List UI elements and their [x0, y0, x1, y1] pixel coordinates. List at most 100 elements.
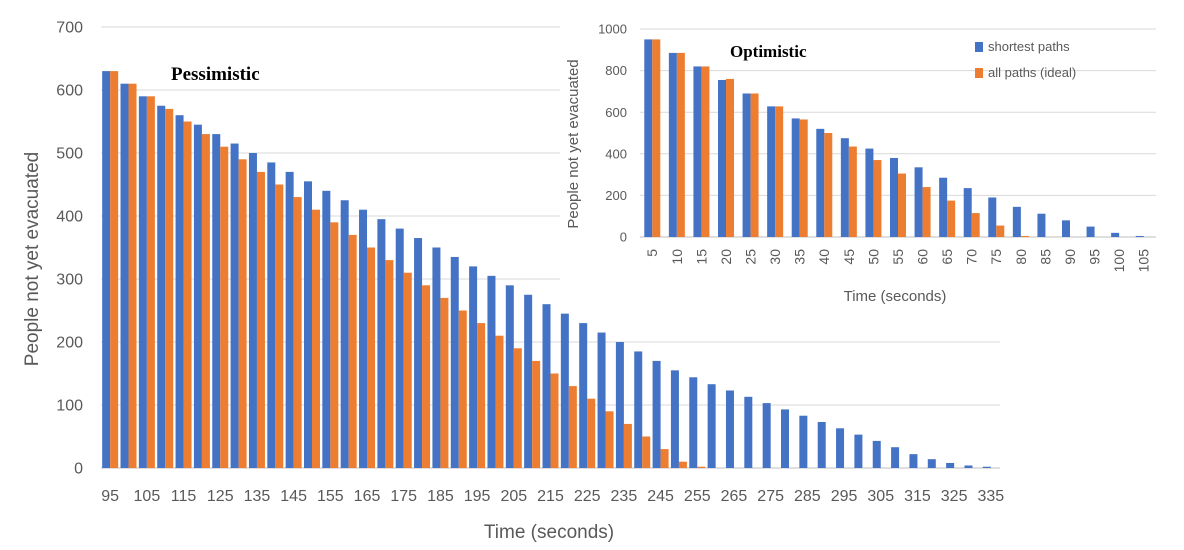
bar-shortest [395, 228, 404, 468]
bar-shortest [175, 115, 184, 468]
bar-ideal [652, 39, 661, 238]
y-tick-label: 400 [605, 146, 627, 161]
bar-shortest [230, 143, 239, 469]
x-tick-label: 65 [939, 249, 955, 265]
bar-shortest [725, 390, 734, 468]
x-tick-label: 100 [1111, 249, 1127, 273]
y-tick-label: 600 [605, 105, 627, 120]
main-chart-title: Pessimistic [171, 64, 260, 85]
bar-shortest [469, 266, 478, 468]
y-tick-label: 500 [56, 146, 83, 163]
bar-shortest [799, 415, 808, 468]
x-tick-label: 95 [101, 488, 119, 505]
main-y-axis-title: People not yet evacuated [22, 152, 43, 366]
bar-ideal [824, 133, 833, 237]
bar-shortest [982, 466, 991, 468]
bar-shortest [946, 462, 955, 468]
bar-shortest [767, 106, 776, 237]
bar-ideal [701, 66, 710, 237]
main-x-axis-title: Time (seconds) [484, 522, 614, 543]
bar-shortest [817, 422, 826, 468]
x-tick-label: 105 [134, 488, 161, 505]
x-tick-label: 285 [794, 488, 821, 505]
main-x-ticks: 95 105 115 125 135 145 155 165 175 185 195 205 215 22… [101, 488, 1004, 505]
x-tick-label: 135 [244, 488, 271, 505]
y-tick-label: 100 [56, 398, 83, 415]
bar-shortest [1111, 232, 1120, 237]
x-tick-label: 45 [841, 249, 857, 265]
bar-ideal [1020, 235, 1029, 237]
bar-shortest [560, 313, 569, 468]
x-tick-label: 335 [977, 488, 1004, 505]
bar-ideal [293, 197, 302, 468]
bar-shortest [816, 128, 825, 237]
inset-x-axis-title: Time (seconds) [844, 288, 947, 305]
x-tick-label: 10 [669, 249, 685, 265]
bar-shortest [377, 219, 386, 468]
inset-legend: shortest paths all paths (ideal) [975, 39, 1076, 80]
x-tick-label: 295 [831, 488, 858, 505]
x-tick-label: 40 [816, 249, 832, 265]
bar-shortest [138, 96, 147, 469]
bar-ideal [623, 423, 632, 468]
x-tick-label: 255 [684, 488, 711, 505]
legend-swatch-ideal [975, 68, 983, 78]
legend-label-ideal: all paths (ideal) [988, 65, 1076, 80]
bar-ideal [532, 360, 541, 468]
x-tick-label: 325 [941, 488, 968, 505]
bar-ideal [676, 52, 685, 237]
y-tick-label: 600 [56, 83, 83, 100]
bar-shortest [644, 39, 653, 238]
bar-shortest [742, 93, 751, 237]
bar-ideal [587, 398, 596, 468]
bar-shortest [689, 377, 698, 468]
bar-ideal [348, 234, 357, 468]
bar-shortest [634, 351, 643, 468]
x-tick-label: 175 [390, 488, 417, 505]
y-tick-label: 300 [56, 272, 83, 289]
inset-y-ticks: 0 200 400 600 800 1000 [598, 22, 627, 245]
x-tick-label: 305 [867, 488, 894, 505]
bar-shortest [988, 197, 997, 237]
bar-shortest [505, 285, 514, 468]
x-tick-label: 30 [767, 249, 783, 265]
bar-ideal [220, 146, 229, 468]
bar-ideal [678, 461, 687, 468]
bar-shortest [865, 148, 874, 237]
bar-shortest [157, 105, 166, 468]
bar-shortest [322, 190, 331, 469]
bar-ideal [996, 225, 1005, 237]
x-tick-label: 165 [354, 488, 381, 505]
bar-shortest [615, 342, 624, 468]
bar-shortest [414, 238, 423, 468]
bar-shortest [248, 153, 257, 468]
bar-shortest [487, 275, 496, 468]
bar-shortest [432, 247, 441, 468]
x-tick-label: 70 [964, 249, 980, 265]
x-tick-label: 85 [1037, 249, 1053, 265]
bar-ideal [110, 71, 119, 468]
x-tick-label: 115 [171, 488, 197, 505]
x-tick-label: 265 [721, 488, 748, 505]
x-tick-label: 50 [865, 249, 881, 265]
legend-label-shortest: shortest paths [988, 39, 1070, 54]
y-tick-label: 0 [74, 461, 83, 478]
bar-shortest [707, 384, 716, 468]
bar-ideal [256, 171, 265, 468]
bar-shortest [120, 83, 129, 468]
bar-shortest [927, 459, 936, 468]
bar-ideal [367, 247, 376, 468]
y-tick-label: 200 [56, 335, 83, 352]
bar-ideal [873, 160, 882, 237]
bar-ideal [947, 200, 956, 237]
inset-bars [644, 39, 1144, 238]
bar-ideal [605, 411, 614, 468]
bar-shortest [1062, 220, 1070, 237]
bar-ideal [775, 106, 784, 237]
bar-ideal [330, 222, 339, 468]
bar-shortest [652, 360, 661, 468]
x-tick-label: 315 [904, 488, 931, 505]
inset-background [560, 10, 1165, 310]
bar-ideal [146, 96, 155, 469]
bar-shortest [340, 200, 349, 468]
